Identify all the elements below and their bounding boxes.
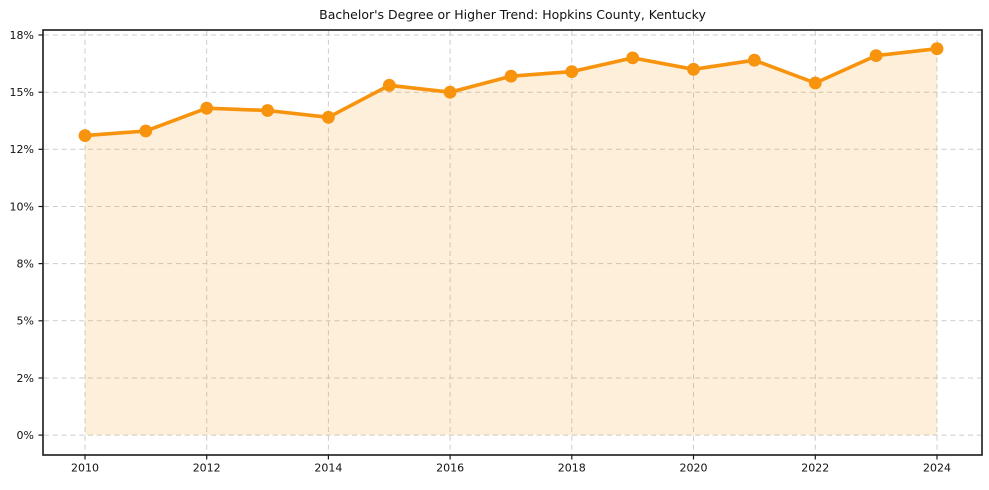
y-tick-label: 15% bbox=[10, 86, 34, 99]
data-point-2015 bbox=[382, 78, 396, 92]
data-point-2017 bbox=[504, 69, 518, 83]
data-point-2020 bbox=[687, 62, 700, 76]
data-point-2011 bbox=[139, 124, 153, 138]
y-tick-label: 10% bbox=[10, 200, 34, 213]
data-point-2024 bbox=[930, 42, 944, 56]
data-point-2021 bbox=[748, 53, 761, 67]
data-point-2016 bbox=[443, 85, 457, 99]
data-point-2013 bbox=[261, 104, 274, 117]
area-fill bbox=[85, 48, 937, 436]
plot-border bbox=[42, 29, 983, 456]
data-point-2010 bbox=[78, 129, 92, 143]
x-tick-label: 2010 bbox=[71, 462, 99, 475]
data-point-2022 bbox=[808, 76, 822, 90]
data-point-2014 bbox=[322, 110, 335, 124]
y-tick-label: 12% bbox=[10, 143, 34, 156]
x-tick-label: 2024 bbox=[923, 462, 951, 475]
y-tick-label: 18% bbox=[10, 29, 34, 42]
y-tick-label: 5% bbox=[17, 315, 34, 328]
x-tick-label: 2020 bbox=[680, 462, 708, 475]
x-tick-label: 2012 bbox=[193, 462, 221, 475]
x-tick-label: 2022 bbox=[801, 462, 829, 475]
x-tick-label: 2016 bbox=[436, 462, 464, 475]
y-tick-label: 2% bbox=[17, 372, 34, 385]
y-tick-label: 0% bbox=[17, 429, 34, 442]
data-point-2018 bbox=[565, 65, 579, 78]
data-point-2023 bbox=[869, 49, 883, 62]
chart-title: Bachelor's Degree or Higher Trend: Hopki… bbox=[319, 7, 706, 22]
x-tick-label: 2014 bbox=[314, 462, 342, 475]
data-point-2019 bbox=[626, 51, 640, 65]
x-tick-label: 2018 bbox=[558, 462, 586, 475]
data-point-2012 bbox=[200, 101, 214, 115]
y-tick-label: 8% bbox=[17, 257, 34, 270]
